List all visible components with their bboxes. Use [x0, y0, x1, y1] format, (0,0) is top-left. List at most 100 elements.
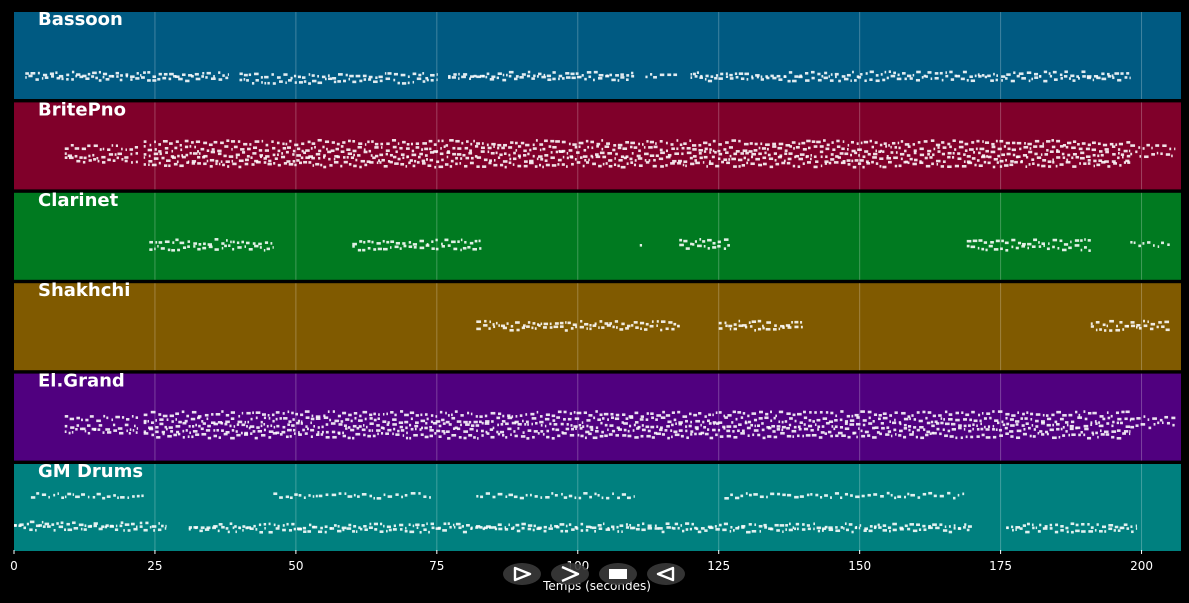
note [225, 239, 228, 242]
note [355, 432, 361, 436]
note [787, 493, 792, 497]
note [350, 428, 355, 432]
note [120, 521, 124, 524]
note [176, 430, 180, 434]
note [330, 422, 336, 425]
note [172, 241, 175, 244]
note [1130, 324, 1136, 328]
note [213, 422, 218, 426]
note [1111, 145, 1116, 148]
note [1047, 160, 1052, 163]
note [1075, 529, 1080, 533]
note [167, 434, 172, 438]
note [787, 326, 792, 329]
play-button[interactable] [503, 563, 541, 585]
note [490, 435, 495, 439]
note [1123, 430, 1129, 433]
button-background[interactable] [503, 563, 541, 585]
note [312, 495, 315, 498]
note [763, 523, 767, 527]
rewind-icon[interactable] [656, 566, 675, 582]
forward-button[interactable] [551, 563, 589, 585]
note [750, 423, 754, 427]
note [715, 422, 720, 425]
note [746, 426, 751, 430]
note [1107, 72, 1110, 76]
note [67, 528, 73, 532]
note [143, 140, 147, 143]
rewind-button[interactable] [647, 563, 685, 585]
note [430, 420, 434, 424]
button-background[interactable] [647, 563, 685, 585]
note [181, 155, 186, 159]
note [817, 428, 820, 431]
note [958, 426, 962, 430]
note [1052, 158, 1054, 162]
note [546, 429, 550, 433]
note [671, 435, 673, 439]
note [725, 324, 728, 328]
note [470, 75, 474, 78]
note [489, 159, 492, 162]
note [400, 153, 405, 156]
note [926, 430, 931, 434]
note [197, 416, 201, 420]
note [794, 419, 797, 423]
note [162, 139, 168, 143]
note [531, 326, 534, 330]
note [754, 523, 757, 527]
note [551, 437, 555, 440]
note [275, 417, 278, 421]
note [311, 74, 315, 77]
note [835, 155, 839, 158]
note [225, 527, 229, 530]
note [263, 161, 267, 164]
note [158, 161, 161, 165]
forward-icon[interactable] [561, 565, 580, 583]
note [847, 435, 851, 439]
button-background[interactable] [551, 563, 589, 585]
note [275, 411, 280, 414]
note [305, 425, 308, 428]
note [871, 160, 874, 164]
note [889, 414, 893, 417]
note [412, 243, 418, 246]
stop-icon[interactable] [609, 569, 627, 579]
note [491, 75, 496, 79]
note [1026, 411, 1029, 414]
note [709, 151, 712, 154]
note [217, 421, 223, 424]
note [934, 76, 939, 80]
note [939, 494, 944, 498]
note [416, 526, 419, 529]
note [1085, 147, 1090, 151]
note [342, 411, 347, 415]
note [916, 411, 920, 414]
note [878, 414, 882, 417]
note [241, 240, 244, 244]
note [501, 433, 505, 437]
note [847, 148, 849, 151]
note [730, 493, 733, 497]
note [948, 525, 951, 528]
note [544, 154, 549, 157]
note [435, 238, 438, 242]
note [499, 163, 504, 167]
note [882, 150, 885, 153]
note [251, 82, 255, 85]
note [1117, 148, 1121, 151]
note [638, 149, 641, 153]
note [133, 527, 138, 531]
note [935, 143, 941, 147]
play-icon[interactable] [513, 566, 532, 582]
note [631, 74, 635, 78]
stop-button[interactable] [599, 563, 637, 585]
note [533, 430, 538, 433]
note [315, 494, 318, 498]
note [764, 151, 767, 155]
note [806, 493, 810, 497]
note [779, 524, 785, 527]
note [751, 75, 753, 78]
note [449, 165, 453, 168]
note [927, 149, 932, 153]
